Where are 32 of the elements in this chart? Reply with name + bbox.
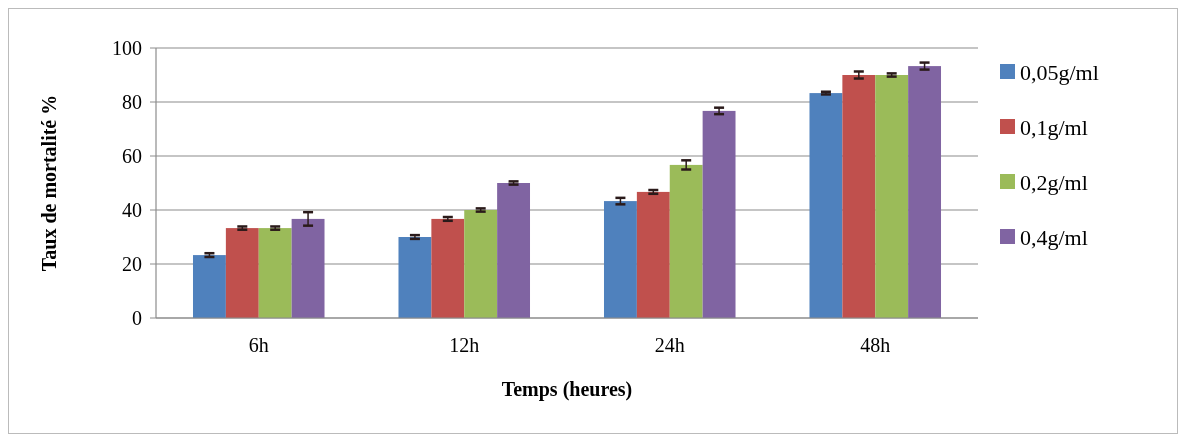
y-axis-title: Taux de mortalité % bbox=[38, 94, 60, 272]
bar bbox=[431, 218, 465, 318]
bar bbox=[875, 75, 909, 318]
bar bbox=[669, 164, 703, 318]
y-tick-label: 40 bbox=[122, 199, 142, 221]
bar bbox=[464, 210, 498, 318]
legend-label: 0,4g/ml bbox=[1020, 224, 1088, 250]
y-tick-label: 80 bbox=[122, 91, 142, 113]
bar bbox=[225, 228, 259, 318]
bar bbox=[636, 191, 670, 318]
y-tick-label: 20 bbox=[122, 253, 142, 275]
bar bbox=[291, 218, 325, 318]
bar bbox=[809, 93, 843, 318]
x-axis-title: Temps (heures) bbox=[501, 378, 633, 401]
x-tick-label: 6h bbox=[248, 334, 269, 356]
bar bbox=[192, 255, 226, 318]
bar bbox=[603, 201, 637, 318]
x-tick-label: 48h bbox=[860, 334, 891, 356]
bar bbox=[497, 183, 531, 318]
y-tick-label: 0 bbox=[132, 307, 142, 329]
bar bbox=[398, 237, 432, 318]
legend-label: 0,2g/ml bbox=[1020, 169, 1088, 195]
legend-label: 0,1g/ml bbox=[1020, 114, 1088, 140]
y-tick-label: 100 bbox=[112, 37, 142, 59]
bar bbox=[908, 66, 942, 318]
bar bbox=[842, 75, 876, 318]
x-tick-label: 12h bbox=[449, 334, 480, 356]
bar bbox=[702, 110, 736, 318]
y-tick-label: 60 bbox=[122, 145, 142, 167]
legend-label: 0,05g/ml bbox=[1020, 59, 1099, 85]
bar bbox=[258, 228, 292, 318]
x-tick-label: 24h bbox=[654, 334, 685, 356]
